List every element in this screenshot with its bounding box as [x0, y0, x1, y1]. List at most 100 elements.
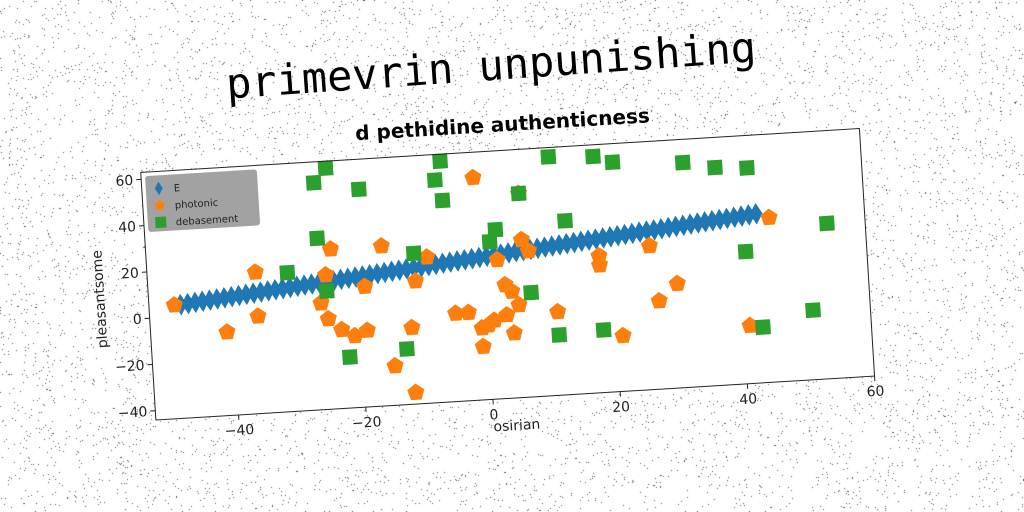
plot-title: d pethidine authenticness — [355, 103, 651, 145]
point-E — [713, 208, 727, 231]
point-E — [676, 214, 690, 237]
point-E — [341, 267, 355, 290]
x-tick-label: −40 — [224, 422, 254, 440]
point-photonic — [668, 274, 686, 292]
point-E — [625, 222, 639, 245]
point-debasement — [317, 160, 334, 177]
axes-group: d pethidine authenticness −40 −20 0 20 40 60 −… — [89, 103, 885, 440]
point-E — [538, 236, 552, 258]
point-photonic — [358, 321, 376, 339]
point-E — [239, 283, 253, 306]
point-debasement — [350, 181, 367, 198]
point-photonic — [741, 316, 759, 334]
figure-suptitle: primevrin unpunishing — [224, 23, 757, 109]
point-E — [633, 221, 646, 243]
point-E — [290, 275, 304, 298]
point-E — [385, 260, 399, 283]
point-photonic — [485, 311, 503, 328]
point-E — [553, 234, 566, 256]
x-tick-label: 20 — [612, 399, 631, 416]
point-debasement — [551, 327, 568, 343]
point-debasement — [309, 230, 326, 247]
point-E — [298, 274, 311, 296]
point-photonic — [590, 256, 608, 273]
point-E — [392, 259, 406, 281]
point-photonic — [319, 309, 337, 327]
point-photonic — [464, 168, 482, 186]
point-E — [582, 229, 595, 252]
legend-label-debasement: debasement — [176, 214, 239, 229]
point-E — [465, 247, 479, 270]
point-E — [407, 257, 421, 279]
point-debasement — [510, 185, 527, 202]
y-axis-label: pleasantsome — [89, 250, 111, 349]
point-E — [218, 287, 231, 309]
point-photonic — [447, 304, 465, 322]
point-E — [655, 217, 668, 240]
point-photonic — [503, 282, 521, 300]
point-E — [531, 237, 544, 260]
point-E — [261, 280, 275, 302]
point-photonic — [640, 236, 658, 254]
point-debasement — [674, 154, 691, 171]
point-E — [669, 215, 683, 238]
point-E — [691, 212, 705, 234]
y-tick-label: 60 — [115, 173, 134, 190]
point-debasement — [432, 153, 449, 170]
point-debasement — [755, 319, 771, 336]
point-debasement — [426, 172, 443, 188]
legend-marker-E — [154, 181, 163, 196]
y-tick-label: 0 — [132, 312, 142, 329]
point-E — [378, 261, 392, 284]
legend-label-photonic: photonic — [175, 198, 219, 212]
point-E — [451, 250, 464, 272]
point-E — [684, 213, 697, 235]
point-debasement — [540, 148, 557, 165]
point-photonic — [498, 305, 516, 323]
point-debasement — [405, 245, 422, 262]
x-tick-label: 0 — [489, 407, 499, 424]
point-photonic — [549, 302, 567, 320]
point-debasement — [434, 192, 451, 209]
point-debasement — [818, 215, 835, 232]
point-E — [283, 276, 297, 299]
y-tick-label: −40 — [117, 404, 147, 422]
point-E — [509, 240, 523, 263]
x-tick-label: −20 — [351, 414, 381, 432]
point-photonic — [512, 230, 530, 248]
x-axis-label: osirian — [493, 417, 541, 436]
point-E — [662, 216, 676, 239]
legend-box — [145, 169, 261, 232]
point-E — [749, 202, 763, 225]
plot-frame — [140, 127, 876, 421]
point-photonic — [510, 295, 528, 313]
point-E — [604, 226, 617, 248]
point-E — [196, 290, 209, 313]
point-photonic — [488, 250, 506, 268]
point-E — [698, 211, 712, 233]
point-E — [567, 231, 581, 254]
y-tick-label: 40 — [118, 219, 137, 236]
point-debasement — [398, 340, 415, 357]
point-E — [574, 230, 588, 253]
point-E — [502, 242, 515, 264]
point-debasement — [585, 148, 601, 165]
point-E — [247, 282, 260, 304]
point-debasement — [707, 159, 723, 176]
legend-label-E: E — [173, 183, 180, 194]
point-E — [269, 278, 282, 301]
point-debasement — [738, 159, 755, 176]
point-E — [611, 224, 625, 247]
point-debasement — [523, 284, 540, 301]
point-E — [400, 258, 413, 280]
point-debasement — [595, 321, 612, 338]
point-E — [480, 245, 494, 268]
point-E — [727, 206, 741, 229]
point-E — [742, 204, 756, 226]
point-E — [305, 273, 319, 295]
point-E — [596, 227, 610, 249]
x-tick-label: 60 — [866, 383, 885, 400]
point-E — [436, 252, 450, 275]
point-debasement — [305, 174, 322, 191]
